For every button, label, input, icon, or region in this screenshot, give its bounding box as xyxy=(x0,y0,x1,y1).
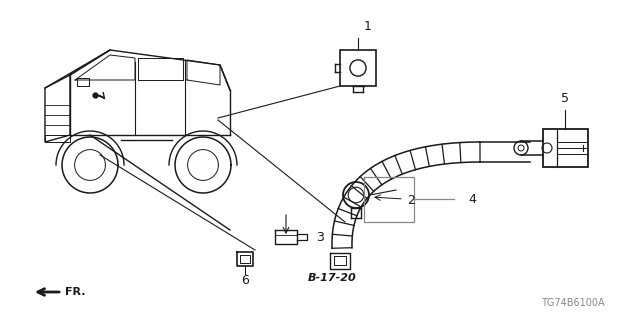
Text: 6: 6 xyxy=(241,274,249,286)
Bar xyxy=(340,50,376,86)
Text: B-17-20: B-17-20 xyxy=(308,273,356,283)
Text: 4: 4 xyxy=(468,193,476,205)
Text: 1: 1 xyxy=(364,20,372,33)
Text: 3: 3 xyxy=(316,230,324,244)
Text: 2: 2 xyxy=(407,194,415,206)
Text: TG74B6100A: TG74B6100A xyxy=(541,298,605,308)
Text: 5: 5 xyxy=(561,92,569,105)
Text: FR.: FR. xyxy=(65,287,86,297)
Bar xyxy=(543,129,588,167)
